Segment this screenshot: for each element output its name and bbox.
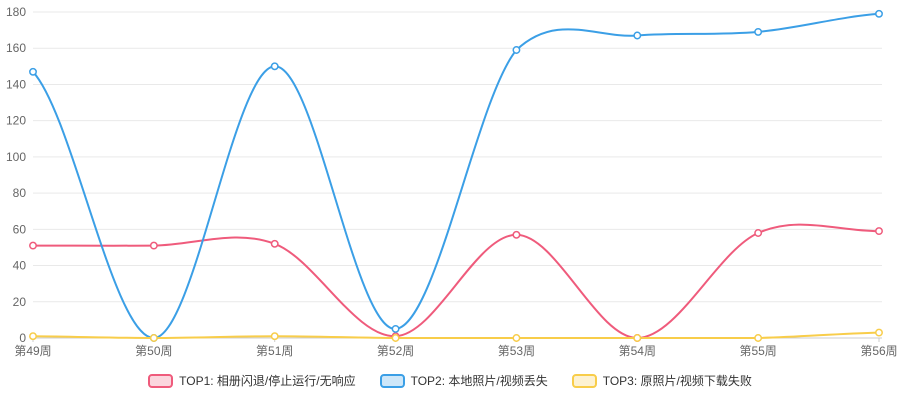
chart-legend: TOP1: 相册闪退/停止运行/无响应 TOP2: 本地照片/视频丢失 TOP3… — [0, 363, 900, 399]
data-point-top3[interactable] — [29, 332, 37, 341]
data-point-top2[interactable] — [512, 46, 521, 54]
legend-label-top2: TOP2: 本地照片/视频丢失 — [410, 374, 548, 388]
legend-swatch-top3 — [571, 374, 597, 388]
series-markers-top2 — [29, 9, 883, 342]
legend-item-top1[interactable]: TOP1: 相册闪退/停止运行/无响应 — [136, 374, 367, 388]
x-axis-tick-label: 第52周 — [377, 344, 414, 358]
data-point-top1[interactable] — [875, 227, 883, 236]
data-point-top2[interactable] — [391, 324, 400, 333]
x-axis-tick-label: 第53周 — [498, 344, 535, 358]
y-axis-tick-label: 40 — [13, 259, 27, 273]
data-point-top2[interactable] — [754, 27, 763, 36]
series-line-top1 — [32, 223, 880, 340]
y-axis-tick-label: 120 — [6, 114, 26, 128]
y-axis-labels: 0 20 40 60 80 100 120 140 160 180 — [6, 5, 26, 345]
data-point-top1[interactable] — [149, 241, 158, 250]
data-point-top2[interactable] — [875, 9, 883, 18]
series-line-top2 — [32, 12, 880, 340]
legend-swatch-top1 — [148, 374, 174, 388]
x-axis: 第49周 第50周 第51周 第52周 第53周 第54周 第55周 第56周 — [14, 337, 898, 358]
legend-label-top1: TOP1: 相册闪退/停止运行/无响应 — [179, 374, 356, 388]
legend-swatch-top2 — [379, 374, 405, 388]
legend-item-top3[interactable]: TOP3: 原照片/视频下载失败 — [560, 374, 764, 388]
data-point-top3[interactable] — [875, 328, 883, 337]
x-axis-tick-label: 第51周 — [256, 344, 293, 358]
x-axis-tick-label: 第49周 — [14, 344, 51, 358]
legend-item-top2[interactable]: TOP2: 本地照片/视频丢失 — [368, 374, 560, 388]
y-axis-tick-label: 140 — [6, 77, 26, 91]
data-point-top2[interactable] — [29, 67, 37, 76]
data-point-top2[interactable] — [270, 62, 279, 71]
x-axis-tick-label: 第55周 — [739, 344, 776, 358]
x-axis-tick-label: 第54周 — [619, 344, 656, 358]
data-point-top2[interactable] — [633, 31, 642, 40]
data-point-top3[interactable] — [754, 334, 763, 342]
data-point-top1[interactable] — [512, 230, 521, 239]
data-point-top3[interactable] — [270, 332, 279, 341]
line-chart-canvas[interactable]: 0 20 40 60 80 100 120 140 160 180 第49周 第50周 第51周 第52周… — [0, 0, 900, 365]
y-axis-tick-label: 20 — [13, 295, 27, 309]
data-point-top3[interactable] — [633, 334, 642, 342]
y-axis-tick-label: 100 — [6, 150, 26, 164]
data-point-top3[interactable] — [512, 334, 521, 342]
y-axis-tick-label: 160 — [6, 41, 26, 55]
data-point-top1[interactable] — [29, 241, 37, 250]
x-axis-tick-label: 第50周 — [135, 344, 172, 358]
data-point-top3[interactable] — [391, 334, 400, 342]
y-axis-tick-label: 0 — [19, 331, 26, 345]
y-axis-tick-label: 60 — [13, 222, 27, 236]
y-axis-tick-label: 80 — [13, 186, 27, 200]
data-point-top3[interactable] — [149, 334, 158, 342]
gridlines — [33, 11, 882, 339]
y-axis-tick-label: 180 — [6, 5, 26, 19]
series-markers-top3 — [29, 328, 883, 342]
legend-label-top3: TOP3: 原照片/视频下载失败 — [602, 374, 752, 388]
data-point-top1[interactable] — [754, 229, 763, 237]
x-axis-tick-label: 第56周 — [860, 344, 897, 358]
data-point-top1[interactable] — [270, 239, 279, 248]
